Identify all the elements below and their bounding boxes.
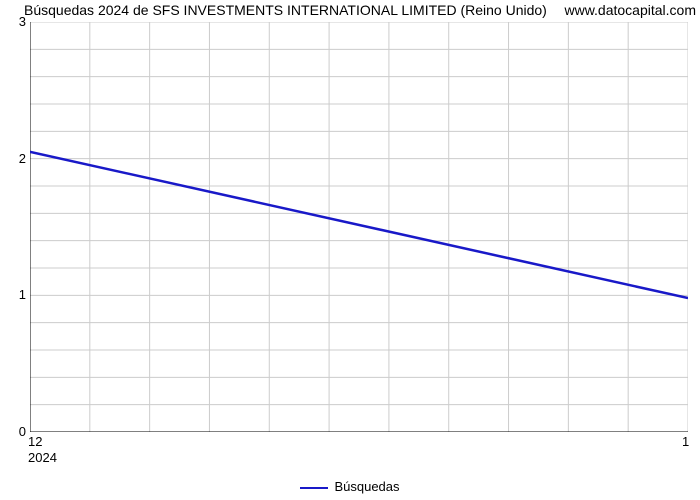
legend-line-icon: [300, 487, 328, 489]
chart-container: Búsquedas 2024 de SFS INVESTMENTS INTERN…: [0, 0, 700, 500]
y-tick-label: 3: [6, 14, 26, 29]
y-tick-label: 0: [6, 424, 26, 439]
legend-label: Búsquedas: [334, 479, 399, 494]
legend: Búsquedas: [0, 479, 700, 494]
chart-title: Búsquedas 2024 de SFS INVESTMENTS INTERN…: [24, 2, 547, 18]
x-tick-label: 12: [28, 434, 42, 449]
plot-area: [30, 22, 688, 432]
y-tick-label: 2: [6, 151, 26, 166]
y-tick-label: 1: [6, 287, 26, 302]
watermark-text: www.datocapital.com: [564, 2, 696, 18]
x-sub-label: 2024: [28, 450, 57, 465]
x-tick-label: 1: [682, 434, 689, 449]
chart-svg: [30, 22, 688, 432]
